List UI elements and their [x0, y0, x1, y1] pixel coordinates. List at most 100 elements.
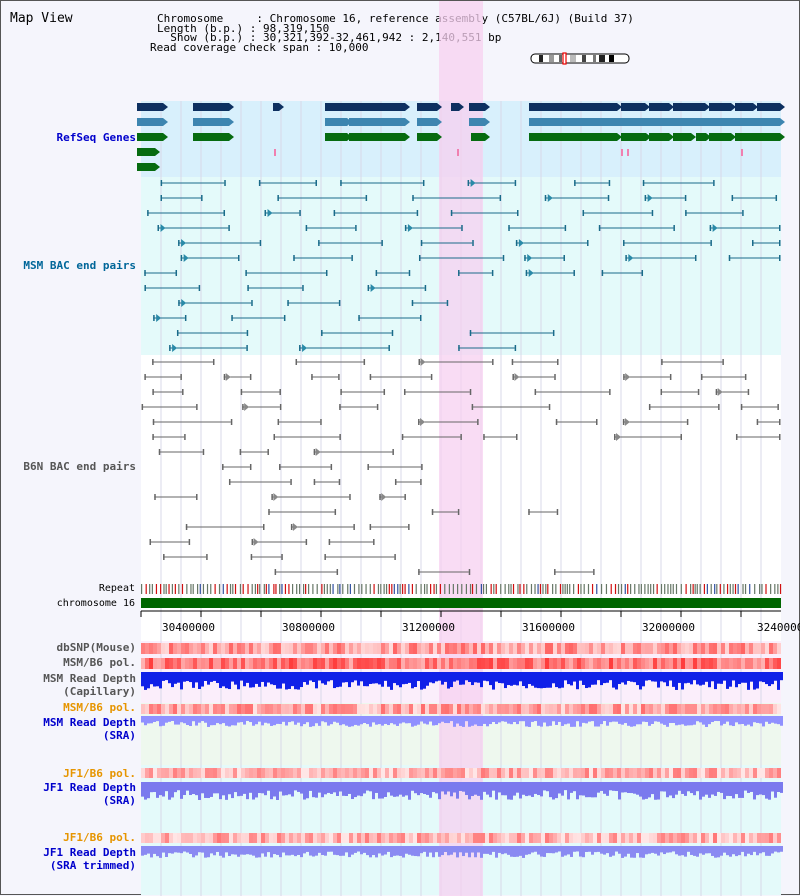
heat-cell: [241, 704, 245, 714]
heat-cell: [197, 643, 201, 654]
heat-cell: [213, 768, 217, 778]
heat-cell: [757, 704, 761, 714]
depth-bar: [669, 782, 672, 796]
heat-cell: [405, 768, 409, 778]
depth-bar: [489, 846, 492, 855]
depth-bar: [570, 716, 573, 727]
heat-cell: [445, 643, 449, 654]
depth-bar: [540, 716, 543, 727]
heat-cell: [601, 643, 605, 654]
heat-cell: [389, 833, 393, 843]
heat-cell: [737, 643, 741, 654]
depth-bar: [381, 846, 384, 856]
heat-cell: [441, 643, 445, 654]
chromosome-bar[interactable]: [141, 598, 781, 608]
depth-bar: [324, 672, 327, 685]
depth-bar: [360, 716, 363, 725]
depth-bar: [354, 846, 357, 853]
heat-cell: [429, 768, 433, 778]
depth-bar: [336, 672, 339, 688]
depth-bar: [366, 846, 369, 856]
chromosome-ideogram[interactable]: [530, 52, 630, 65]
depth-bar: [159, 672, 162, 689]
heat-cell: [197, 833, 201, 843]
highlight-region[interactable]: [439, 1, 483, 896]
depth-bar: [546, 672, 549, 688]
bac-end: [340, 180, 342, 186]
depth-bar: [750, 716, 753, 727]
repeat-mark: [744, 584, 747, 594]
heat-cell: [425, 643, 429, 654]
depth-bar: [714, 672, 717, 690]
heat-cell: [757, 643, 761, 654]
depth-bar: [696, 782, 699, 792]
depth-bar: [660, 716, 663, 724]
heat-cell: [613, 833, 617, 843]
gene-arrow: [437, 133, 442, 141]
heat-cell: [533, 768, 537, 778]
depth-bar: [768, 846, 771, 856]
track-label-msm-bac[interactable]: MSM BAC end pairs: [23, 259, 136, 272]
read-depth-tracks[interactable]: [141, 672, 783, 858]
depth-bar: [489, 782, 492, 798]
depth-bar: [729, 782, 732, 796]
depth-bar: [492, 782, 495, 791]
depth-bar: [432, 782, 435, 793]
heat-cell: [481, 704, 485, 714]
heat-cell: [421, 833, 425, 843]
track-label-b6n-bac[interactable]: B6N BAC end pairs: [23, 460, 136, 473]
depth-bar: [459, 782, 462, 791]
depth-bar: [699, 782, 702, 800]
depth-bar: [669, 672, 672, 681]
depth-bar: [351, 846, 354, 855]
depth-bar: [381, 782, 384, 799]
depth-bar: [630, 846, 633, 858]
heat-cell: [629, 643, 633, 654]
heat-cell: [549, 704, 553, 714]
msm-bac-pairs[interactable]: [144, 179, 781, 352]
depth-bar: [729, 716, 732, 726]
heat-cell: [721, 643, 725, 654]
heat-cell: [393, 833, 397, 843]
depth-bar: [459, 846, 462, 853]
depth-bar: [219, 672, 222, 688]
track-label-refseq[interactable]: RefSeq Genes: [56, 131, 136, 144]
depth-bar: [522, 782, 525, 795]
track-label-repeat: Repeat: [98, 583, 135, 594]
depth-bar: [549, 846, 552, 854]
heat-cell: [729, 643, 733, 654]
depth-bar: [762, 716, 765, 727]
heat-cell: [713, 658, 717, 669]
depth-bar: [591, 672, 594, 685]
bac-end: [472, 240, 474, 246]
refseq-gene-features[interactable]: [137, 103, 785, 171]
depth-bar: [699, 672, 702, 686]
depth-bar: [315, 716, 318, 724]
depth-bar: [141, 716, 144, 723]
heat-cell: [157, 658, 161, 669]
repeat-mark: [457, 584, 459, 594]
heat-cell: [641, 643, 645, 654]
track-label-msm-b6-pol: MSM/B6 pol.: [63, 656, 136, 669]
heat-cell: [245, 768, 249, 778]
heat-cell: [365, 833, 369, 843]
b6n-bac-pairs[interactable]: [141, 358, 781, 575]
repeat-mark: [174, 584, 176, 594]
heat-cell: [729, 768, 733, 778]
heat-cell: [417, 833, 421, 843]
heat-cell: [549, 643, 553, 654]
repeat-track[interactable]: [141, 584, 782, 594]
bac-end: [573, 270, 575, 276]
heat-cell: [361, 658, 365, 669]
depth-bar: [606, 846, 609, 854]
bac-end: [184, 315, 187, 321]
heat-cell: [561, 704, 565, 714]
bac-end: [777, 404, 779, 410]
polymorphism-tracks[interactable]: [141, 643, 781, 843]
bac-arrow: [717, 388, 723, 396]
heat-cell: [605, 704, 609, 714]
heat-cell: [565, 658, 569, 669]
depth-bar: [639, 716, 642, 725]
repeat-mark: [517, 584, 519, 594]
